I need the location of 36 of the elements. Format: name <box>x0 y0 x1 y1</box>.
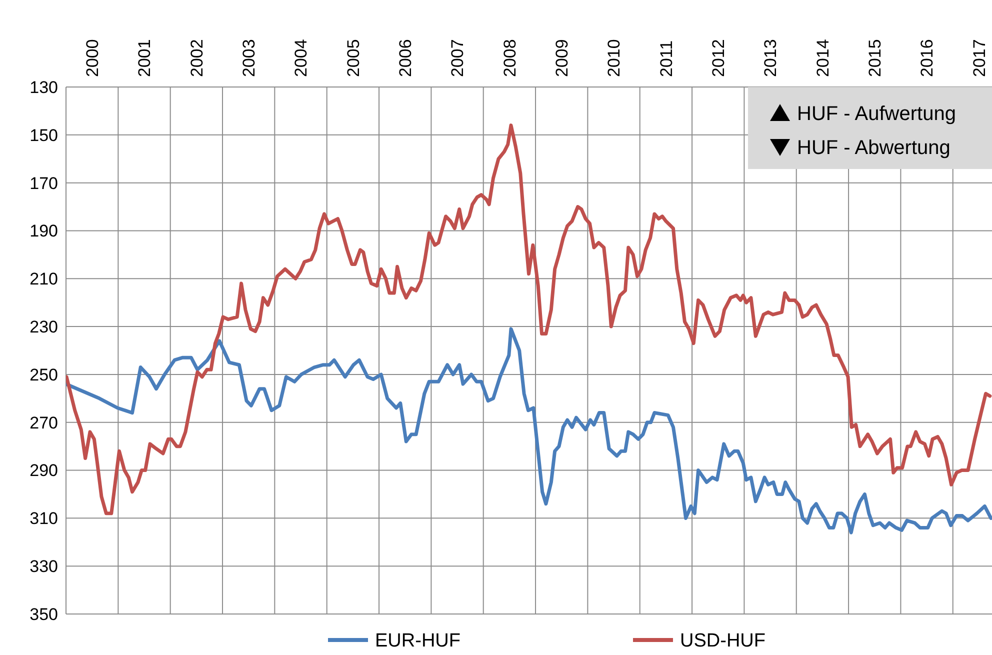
legend-label: USD-HUF <box>680 630 766 652</box>
x-tick-label: 2001 <box>135 39 154 77</box>
line-series <box>66 124 992 516</box>
x-tick-label: 2002 <box>187 39 206 77</box>
x-tick-label: 2005 <box>344 39 363 77</box>
x-tick-label: 2013 <box>761 39 780 77</box>
annotation: HUF - Abwertung <box>797 137 950 159</box>
x-tick-label: 2012 <box>709 39 728 77</box>
x-tick-label: 2017 <box>970 39 989 77</box>
x-tick-label: 2014 <box>813 39 832 77</box>
x-tick-label: 2009 <box>552 39 572 77</box>
y-tick-label: 130 <box>30 78 58 97</box>
line-series <box>66 327 992 534</box>
y-tick-label: 310 <box>30 509 58 528</box>
x-tick-label: 2007 <box>448 39 468 77</box>
y-tick-label: 290 <box>30 461 58 480</box>
legend-label: EUR-HUF <box>375 630 460 652</box>
y-tick-label: 150 <box>30 126 58 145</box>
y-tick-label: 170 <box>30 174 58 193</box>
y-tick-label: 190 <box>30 222 58 241</box>
x-tick-label: 2016 <box>918 39 937 77</box>
x-tick-label: 2006 <box>396 39 416 77</box>
x-tick-label: 2011 <box>656 40 676 77</box>
y-tick-label: 230 <box>30 317 58 336</box>
x-tick-label: 2015 <box>866 39 885 77</box>
x-tick-label: 2008 <box>500 39 520 77</box>
x-tick-label: 2000 <box>83 39 102 77</box>
y-tick-label: 210 <box>30 270 58 289</box>
x-tick-label: 2004 <box>292 39 311 77</box>
y-tick-label: 330 <box>30 557 58 576</box>
y-tick-label: 350 <box>30 604 58 624</box>
annotation: HUF - Aufwertung <box>797 103 956 125</box>
x-tick-label: 2010 <box>604 39 624 77</box>
y-tick-label: 270 <box>30 413 58 432</box>
y-tick-label: 250 <box>30 365 58 384</box>
x-tick-label: 2003 <box>240 39 259 77</box>
